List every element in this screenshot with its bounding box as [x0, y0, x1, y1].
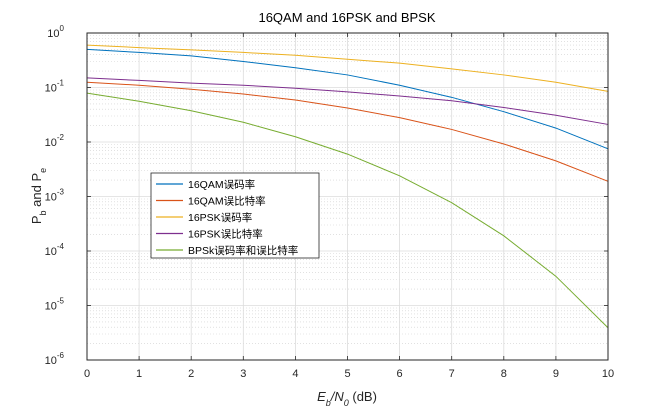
legend: 16QAM误码率 16QAM误比特率 16PSK误码率 16PSK误比特率 BPSk误码…: [150, 172, 320, 259]
series-line-3: [86, 44, 609, 92]
x-tick-label: 4: [292, 368, 298, 380]
y-axis-label: Pb and Pe: [29, 168, 48, 224]
legend-label: 16PSK误比特率: [188, 228, 263, 241]
x-tick-label: 3: [240, 368, 246, 380]
y-tick-label: 100: [47, 24, 64, 40]
y-tick-label: 10-3: [45, 188, 65, 204]
series-line-4: [86, 77, 609, 125]
y-tick-label: 10-4: [45, 242, 65, 258]
x-axis-label: Eb/N0 (dB): [317, 389, 377, 408]
legend-label: 16QAM误比特率: [188, 195, 266, 208]
x-tick-label: 0: [84, 368, 90, 380]
x-tick-label: 10: [602, 368, 614, 380]
legend-label: BPSk误码率和误比特率: [188, 244, 298, 257]
chart-title: 16QAM and 16PSK and BPSK: [258, 10, 435, 25]
x-tick-label: 8: [501, 368, 507, 380]
series-line-2: [86, 81, 609, 182]
legend-label: 16QAM误码率: [188, 178, 255, 191]
series-line-5: [86, 92, 609, 329]
x-tick-label: 5: [344, 368, 350, 380]
x-tick-label: 1: [136, 368, 142, 380]
x-tick-label: 6: [397, 368, 403, 380]
y-tick-label: 10-1: [45, 79, 65, 95]
legend-label: 16PSK误码率: [188, 211, 252, 224]
y-tick-label: 10-5: [45, 297, 65, 313]
x-tick-label: 7: [449, 368, 455, 380]
x-tick-label: 2: [188, 368, 194, 380]
axis-ticks: 0 1 2 3 4 5 6 7 8 9 10 10-6 10-5 10-4 10-3 10-2 10-1 100: [45, 24, 615, 380]
series-line-1: [86, 48, 609, 150]
y-tick-label: 10-6: [45, 351, 65, 367]
series-lines: [86, 44, 609, 329]
y-tick-label: 10-2: [45, 133, 65, 149]
x-tick-label: 9: [553, 368, 559, 380]
legend-box: [150, 172, 320, 259]
